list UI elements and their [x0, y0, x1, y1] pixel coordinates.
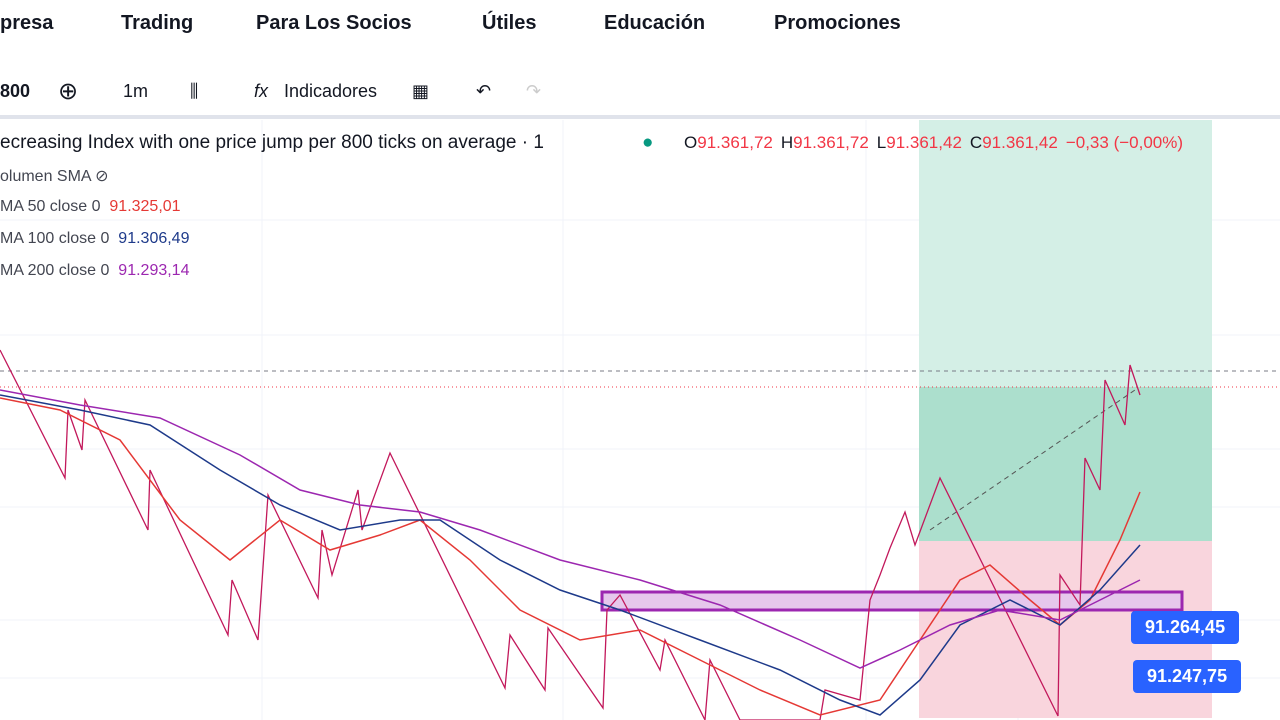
study-value: 91.325,01	[109, 198, 181, 215]
price-path	[0, 349, 1141, 720]
study: MA 50 close 0 91.325,01	[0, 198, 181, 216]
price-label: 91.264,45	[1131, 611, 1240, 644]
ohlc-value: 91.361,42	[886, 133, 962, 152]
study-name: MA 100 close 0	[0, 230, 110, 247]
undo[interactable]: ↶	[476, 80, 492, 101]
price-label: 91.247,75	[1133, 660, 1242, 693]
profit-zone-active	[919, 387, 1212, 541]
symbol[interactable]: 800	[0, 80, 31, 101]
nav-item[interactable]: Para Los Socios	[256, 11, 412, 34]
study: MA 200 close 0 91.293,14	[0, 262, 189, 280]
ohlc-value: 91.361,72	[793, 133, 869, 152]
add-symbol[interactable]: ⊕	[58, 77, 79, 105]
nav-item[interactable]: Educación	[604, 11, 706, 34]
ohlc-key: L	[876, 133, 887, 152]
study-name: MA 200 close 0	[0, 262, 110, 279]
nav-item[interactable]: Trading	[121, 11, 194, 34]
study-value: 91.293,14	[118, 262, 190, 279]
redo[interactable]: ↷	[526, 80, 542, 101]
ma-50	[0, 397, 1141, 716]
study-value: 91.306,49	[118, 230, 190, 247]
series-title: ecreasing Index with one price jump per …	[0, 132, 544, 153]
ohlc-key: C	[969, 133, 983, 152]
status-dot: ●	[642, 132, 654, 153]
nav-item[interactable]: Útiles	[482, 11, 537, 34]
volume-text: olumen SMA	[0, 168, 91, 185]
profit-zone	[919, 120, 1212, 387]
indicators[interactable]: Indicadores	[284, 80, 378, 101]
study-name: MA 50 close 0	[0, 198, 101, 215]
ohlc-key: O	[684, 133, 698, 152]
layout-icon[interactable]: ▦	[412, 80, 430, 101]
study: MA 100 close 0 91.306,49	[0, 230, 189, 248]
ohlc: O91.361,72 H91.361,72 L91.361,42 C91.361,42…	[684, 133, 1183, 153]
ma-200	[0, 389, 1141, 669]
change: −0,33 (−0,00%)	[1065, 133, 1184, 152]
interval[interactable]: 1m	[123, 80, 149, 101]
chart-type[interactable]: ⫼	[190, 80, 199, 101]
nav-item[interactable]: Promociones	[774, 11, 901, 34]
nav-item[interactable]: presa	[0, 11, 54, 34]
ma-100	[0, 394, 1141, 716]
volume-label: olumen SMA ⊘	[0, 168, 109, 185]
fx-icon[interactable]: fx	[254, 80, 269, 101]
ohlc-key: H	[780, 133, 794, 152]
ohlc-value: 91.361,42	[982, 133, 1058, 152]
ohlc-value: 91.361,72	[697, 133, 773, 152]
